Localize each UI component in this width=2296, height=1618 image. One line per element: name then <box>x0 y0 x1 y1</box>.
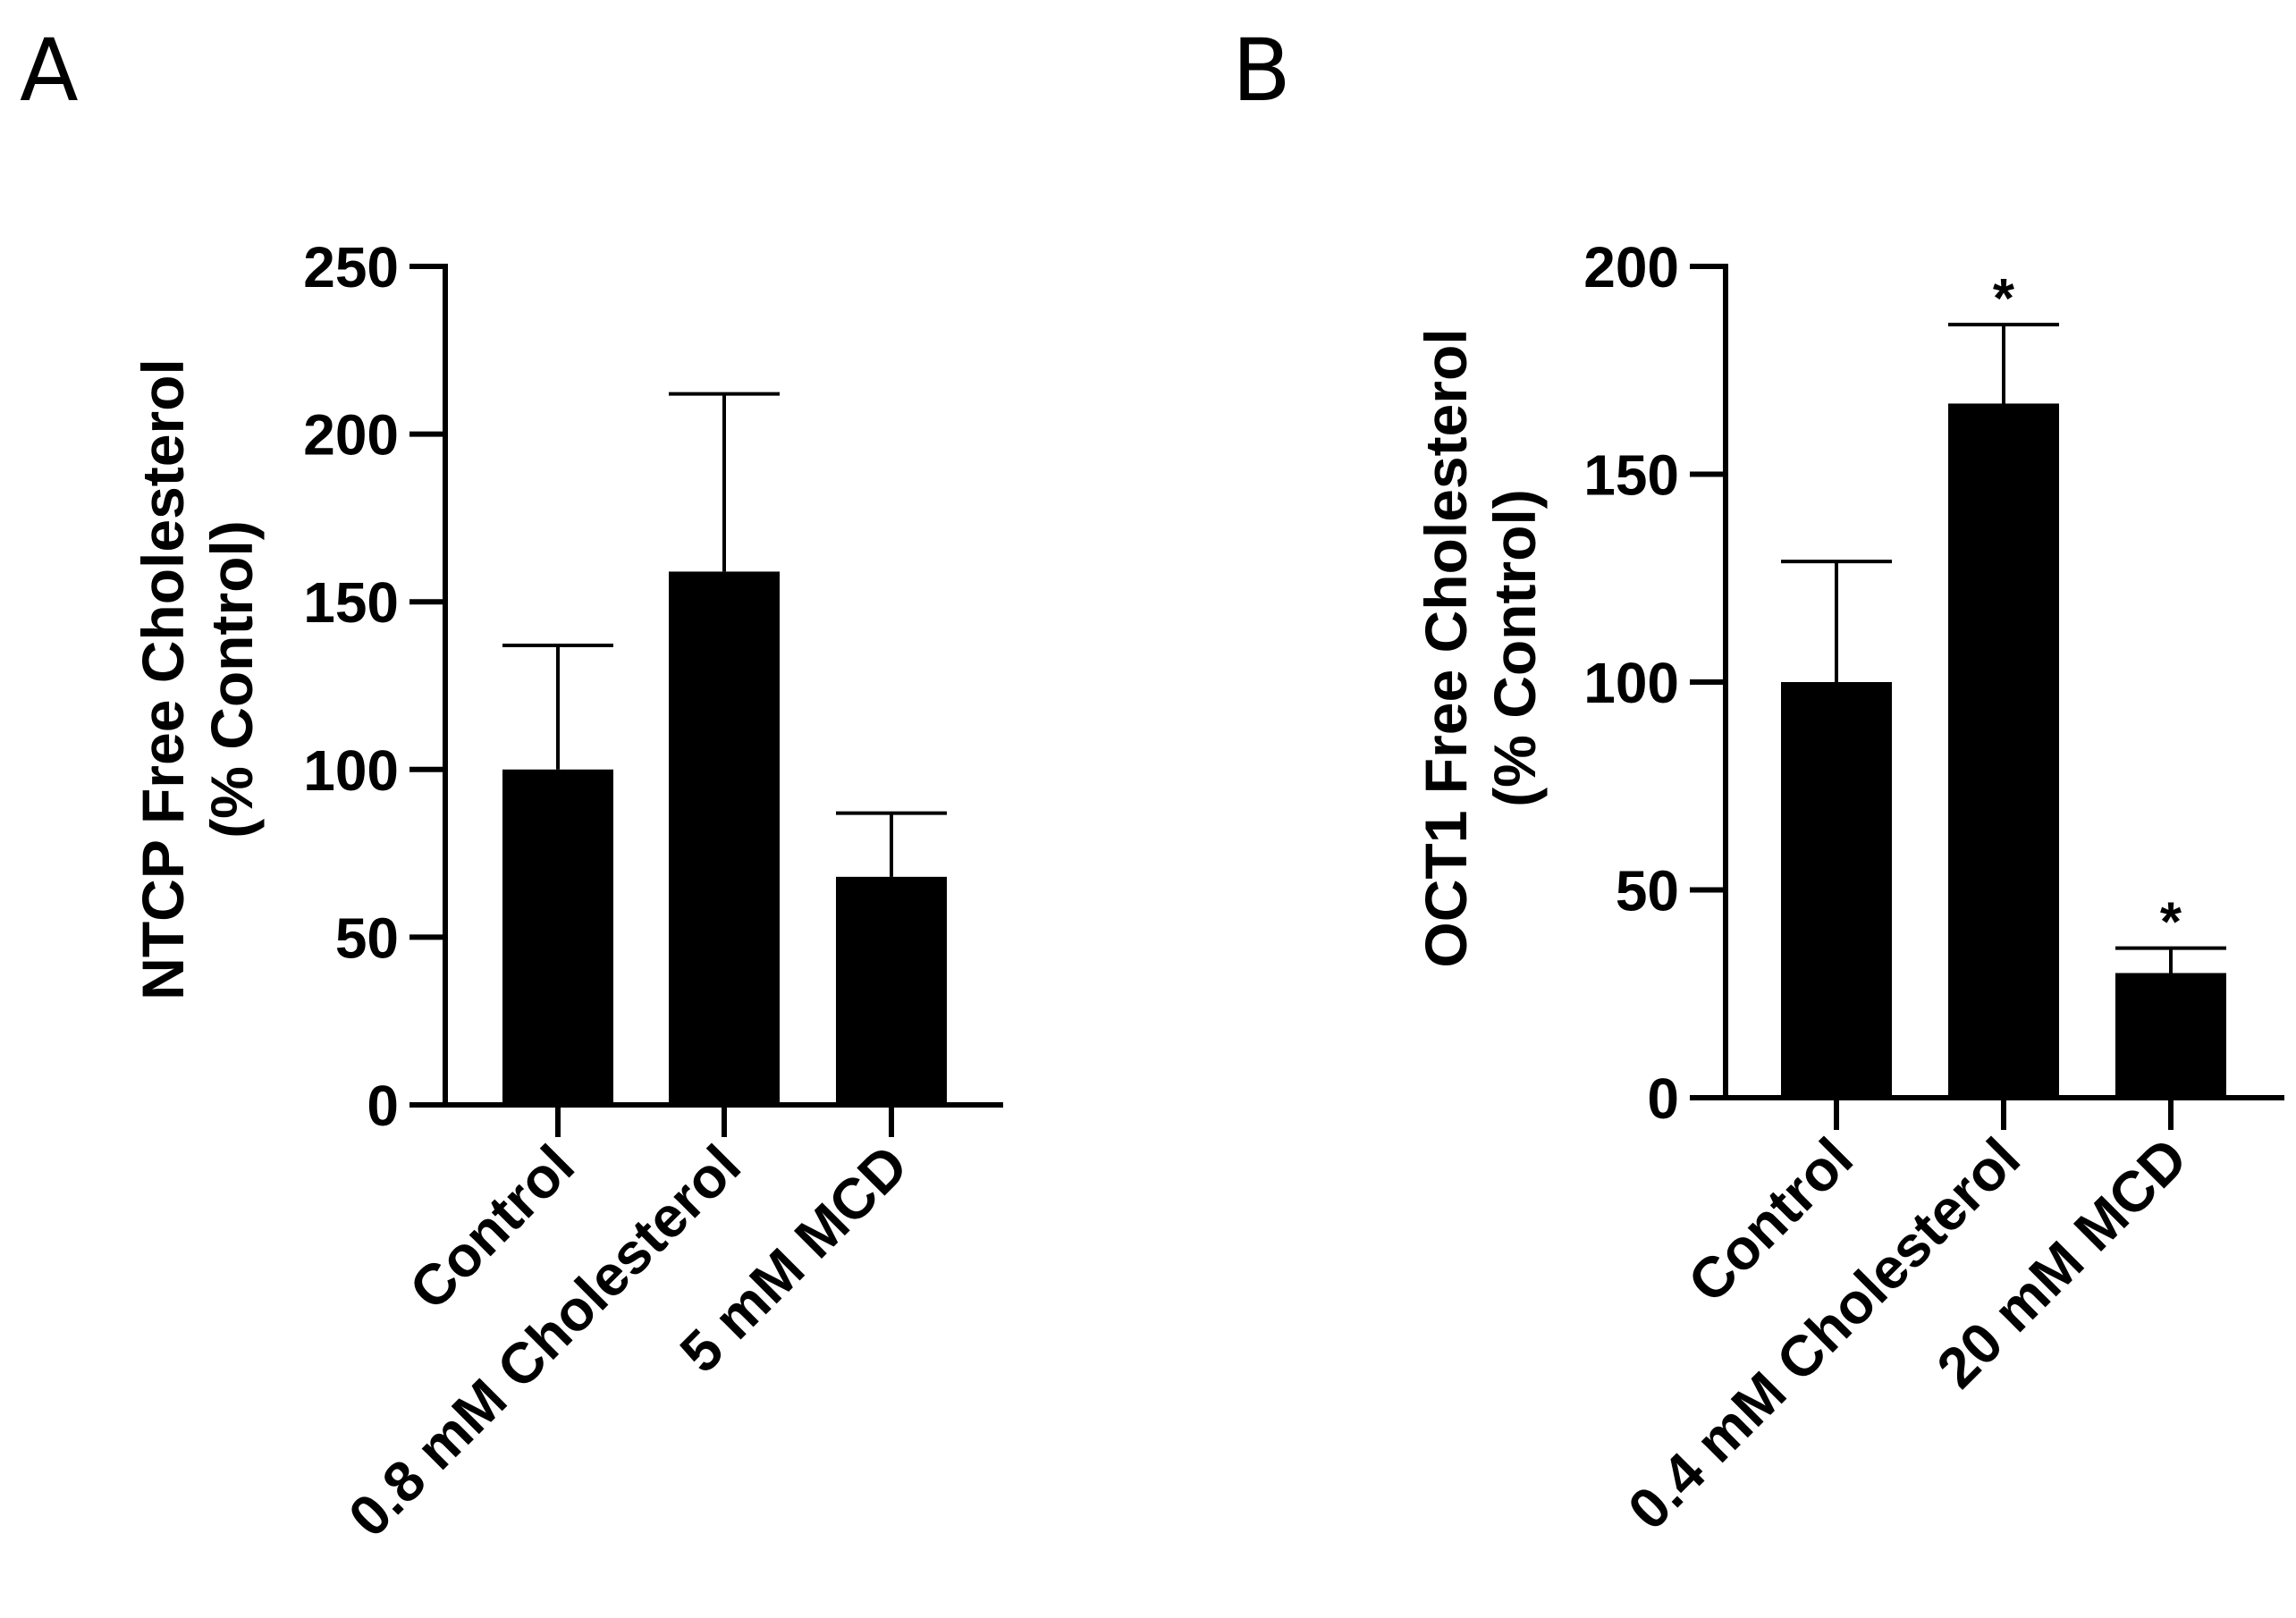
panel-a-bar-2 <box>836 876 947 1105</box>
panel-b-label: B <box>1232 21 1291 121</box>
panel-b-ytick-label-2: 100 <box>1583 651 1679 715</box>
panel-a-ytick-label-1: 50 <box>335 906 399 970</box>
panel-b-ytick-label-1: 50 <box>1616 859 1679 923</box>
panel-a-ytick-label-2: 100 <box>303 738 399 803</box>
panel-b-bar-0 <box>1781 682 1892 1098</box>
panel-b-ylabel-line2: (% Control) <box>1481 489 1548 807</box>
panel-a-ytick-label-0: 0 <box>367 1074 399 1138</box>
panel-a-ylabel-line1: NTCP Free Cholesterol <box>130 358 196 1000</box>
panel-a-ylabel-line2: (% Control) <box>198 520 265 838</box>
panel-a-ytick-label-4: 200 <box>303 403 399 468</box>
panel-b-significance-2: * <box>2160 892 2182 954</box>
panel-b-ytick-label-4: 200 <box>1583 235 1679 299</box>
panel-a-ytick-label-3: 150 <box>303 570 399 635</box>
panel-b-ylabel-line1: OCT1 Free Cholesterol <box>1413 328 1479 967</box>
panel-b-significance-1: * <box>1993 268 2015 330</box>
panel-a-label: A <box>20 21 79 121</box>
panel-a-bar-0 <box>502 769 613 1105</box>
panel-a-chart: A NTCP Free Cholesterol (% Control) Cont… <box>20 21 1003 1549</box>
panel-a-bar-1 <box>669 571 780 1105</box>
panel-b-bar-2 <box>2115 973 2226 1098</box>
panel-a-ytick-label-5: 250 <box>303 235 399 299</box>
panel-b-ytick-label-0: 0 <box>1647 1066 1679 1131</box>
panel-b-ytick-label-3: 150 <box>1583 443 1679 508</box>
panel-b-bar-1 <box>1948 403 2059 1098</box>
panel-b-chart: B OCT1 Free Cholesterol (% Control) Cont… <box>1232 21 2284 1542</box>
